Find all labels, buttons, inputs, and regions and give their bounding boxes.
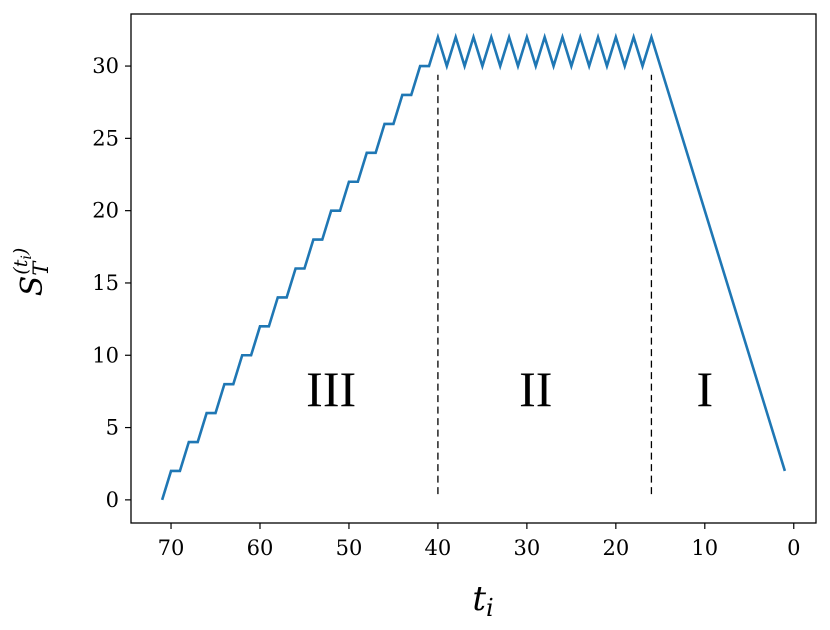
y-axis: 0 5 10 15 20 25 30 <box>92 54 131 512</box>
y-axis-title-superscript-open: (t <box>10 259 32 274</box>
y-tick-label: 15 <box>92 271 119 295</box>
region-labels: III II I <box>306 361 713 417</box>
region-label-ii: II <box>519 361 552 417</box>
y-axis-title-superscript-subscript: i <box>19 255 35 259</box>
x-tick-label: 40 <box>425 536 452 560</box>
x-axis: 70 60 50 40 30 20 10 0 <box>158 523 800 560</box>
x-tick-label: 30 <box>514 536 541 560</box>
plot-frame <box>130 13 817 524</box>
y-tick-label: 20 <box>92 199 119 223</box>
y-tick-label: 25 <box>92 126 119 150</box>
chart-marks <box>160 32 787 501</box>
y-axis-title: ST(ti) <box>10 248 53 297</box>
x-tick-label: 0 <box>787 536 800 560</box>
x-axis-title: ti <box>472 579 493 622</box>
y-axis-title-superscript-close: ) <box>10 248 32 256</box>
x-tick-label: 20 <box>602 536 629 560</box>
x-tick-label: 50 <box>336 536 363 560</box>
y-tick-label: 30 <box>92 54 119 78</box>
y-tick-label: 0 <box>106 488 119 512</box>
y-tick-label: 10 <box>92 343 119 367</box>
region-label-i: I <box>696 361 713 417</box>
y-axis-title-subscript: T <box>29 260 53 276</box>
series-line-0 <box>160 32 787 501</box>
region-label-iii: III <box>306 361 356 417</box>
x-axis-title-subscript: i <box>486 594 494 622</box>
y-axis-title-main: S <box>15 276 50 297</box>
x-tick-label: 10 <box>691 536 718 560</box>
y-tick-label: 5 <box>106 416 119 440</box>
x-tick-label: 60 <box>247 536 274 560</box>
x-axis-title-main: t <box>472 579 486 619</box>
x-tick-label: 70 <box>158 536 185 560</box>
y-axis-title-superscript: (ti) <box>10 248 35 275</box>
